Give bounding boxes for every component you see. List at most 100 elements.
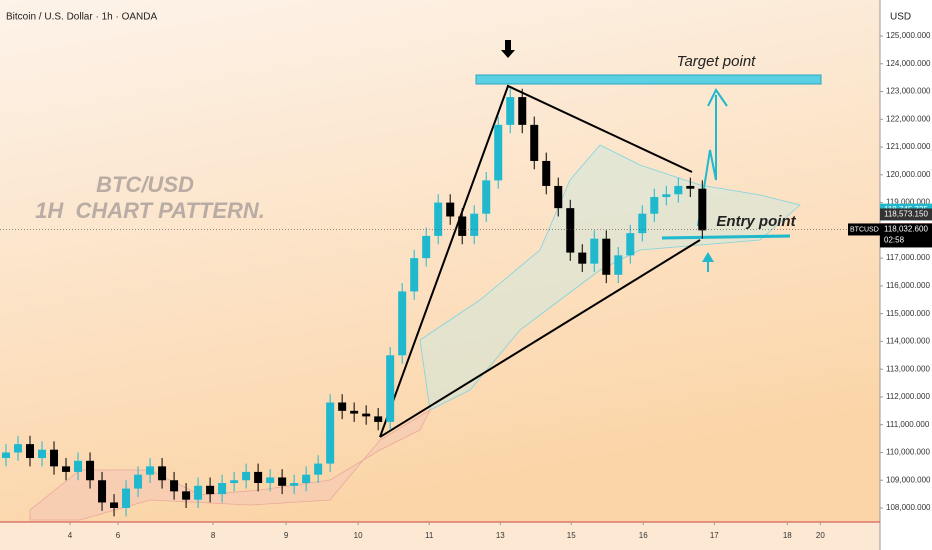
candle-body <box>446 202 455 217</box>
candle-body <box>218 483 227 495</box>
candle-body <box>626 233 635 256</box>
candle-body <box>542 160 551 186</box>
candle-body <box>86 460 95 481</box>
candle-body <box>194 485 203 500</box>
candle-body <box>110 502 119 509</box>
y-tick-label: 121,000.000 <box>886 142 931 151</box>
target-label: Target point <box>677 53 757 70</box>
y-tick-label: 112,000.000 <box>886 392 930 401</box>
y-tick-label: 125,000.000 <box>886 31 931 40</box>
symbol-box <box>848 223 880 236</box>
candle-body <box>434 202 443 236</box>
candle-body <box>350 410 359 414</box>
currency: USD <box>890 12 911 23</box>
candle-body <box>230 480 239 484</box>
x-tick-label: 9 <box>284 531 289 540</box>
candle-body <box>590 238 599 264</box>
candle-body <box>386 355 395 422</box>
y-tick-label: 122,000.000 <box>886 114 931 123</box>
entry-arrow <box>702 252 714 272</box>
y-tick-label: 120,000.000 <box>886 170 931 179</box>
candle-body <box>122 488 131 509</box>
entry-line <box>661 234 791 240</box>
candle-body <box>134 474 143 489</box>
x-tick-label: 6 <box>116 531 121 540</box>
candle-body <box>554 185 563 209</box>
countdown: 02:58 <box>884 236 905 245</box>
symbol-title: Bitcoin / U.S. Dollar · 1h · OANDA <box>6 12 157 23</box>
last-price-label: 118,032.600 <box>884 225 928 234</box>
candle-body <box>206 485 215 495</box>
candle-body <box>62 466 71 472</box>
time-axis-background <box>0 522 880 550</box>
candle-body <box>518 97 527 125</box>
candle-body <box>686 185 695 189</box>
candle-body <box>326 402 335 464</box>
candle-body <box>482 180 491 214</box>
candle-body <box>662 194 671 198</box>
candle-body <box>398 291 407 356</box>
candle-body <box>338 402 347 411</box>
symbol-label: BTCUSD <box>850 226 879 233</box>
x-tick-label: 15 <box>567 531 576 540</box>
x-tick-label: 17 <box>710 531 719 540</box>
candle-body <box>674 185 683 195</box>
candle-body <box>362 413 371 417</box>
x-tick-label: 18 <box>783 531 792 540</box>
x-tick-label: 11 <box>425 531 434 540</box>
price-label-box <box>880 208 932 221</box>
candle-body <box>530 124 539 161</box>
target-arrow <box>697 88 728 227</box>
candle-body <box>410 258 419 292</box>
y-tick-label: 119,000.000 <box>886 198 930 207</box>
candle-body <box>254 471 263 484</box>
candle-body <box>38 449 47 459</box>
peak-arrow <box>501 40 515 58</box>
price-axis-background <box>880 0 932 550</box>
y-tick-label: 123,000.000 <box>886 87 931 96</box>
candle-body <box>566 208 575 253</box>
candle-body <box>182 491 191 500</box>
x-tick-label: 10 <box>354 531 363 540</box>
candle-body <box>2 452 11 459</box>
candle-body <box>458 216 467 236</box>
candle-body <box>314 463 323 475</box>
overlay-subtitle: 1H CHART PATTERN. <box>35 198 265 223</box>
candle-body <box>242 471 251 481</box>
candle-body <box>422 235 431 259</box>
y-tick-label: 113,000.000 <box>886 364 930 373</box>
y-tick-label: 117,000.000 <box>886 253 930 262</box>
candle-body <box>494 124 503 181</box>
x-tick-label: 16 <box>639 531 648 540</box>
y-tick-label: 110,000.000 <box>886 448 930 457</box>
y-tick-label: 115,000.000 <box>886 309 930 318</box>
plot-background <box>0 0 880 522</box>
x-tick-label: 20 <box>816 531 825 540</box>
candle-body <box>290 483 299 486</box>
y-tick-label: 116,000.000 <box>886 281 930 290</box>
candle-body <box>158 466 167 481</box>
candle-body <box>302 474 311 484</box>
last-price-box <box>880 223 932 248</box>
candle-body <box>50 449 59 467</box>
x-tick-label: 4 <box>68 531 73 540</box>
overlay-title: BTC/USD <box>96 172 194 197</box>
y-tick-label: 109,000.000 <box>886 475 931 484</box>
y-tick-label: 124,000.000 <box>886 59 931 68</box>
candle-body <box>14 444 23 453</box>
candle-body <box>26 444 35 459</box>
candle-body <box>638 213 647 234</box>
candle-body <box>650 197 659 214</box>
candle-body <box>374 416 383 422</box>
y-tick-label: 111,000.000 <box>886 420 930 429</box>
entry-label: Entry point <box>716 213 796 230</box>
candle-body <box>278 477 287 486</box>
candle-body <box>74 460 83 472</box>
candle-body <box>506 97 515 125</box>
x-tick-label: 13 <box>496 531 505 540</box>
triangle-pattern <box>379 84 701 438</box>
candle-body <box>698 188 707 231</box>
x-tick-label: 8 <box>211 531 216 540</box>
candle-body <box>578 252 587 264</box>
